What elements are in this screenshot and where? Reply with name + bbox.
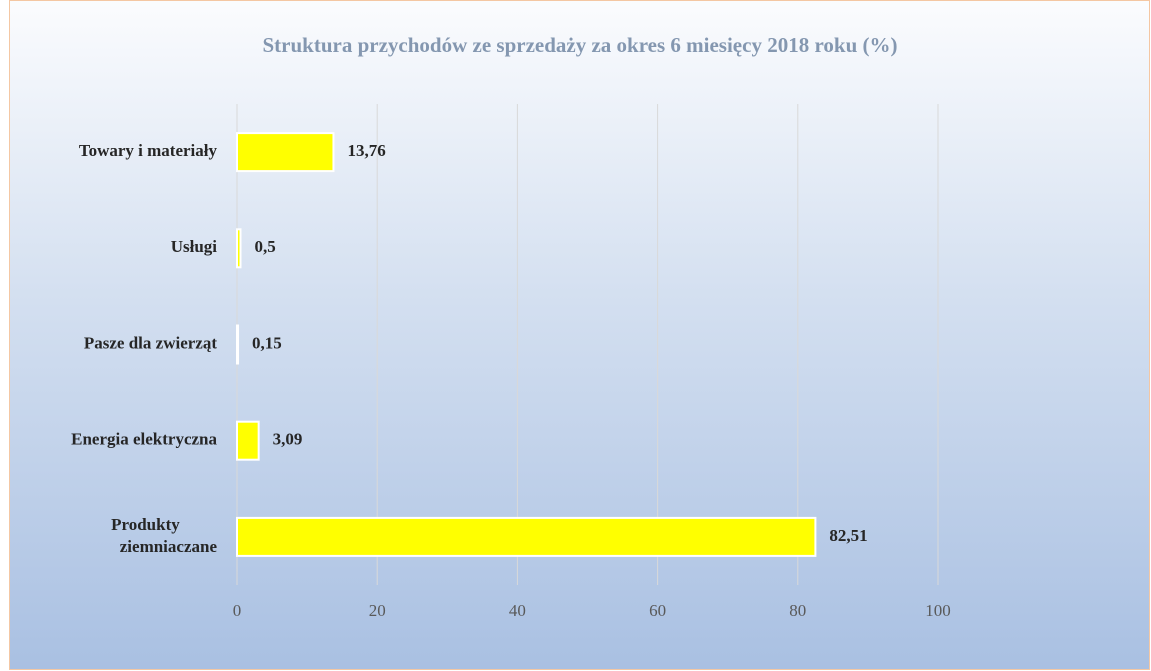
chart-background (9, 0, 1150, 670)
data-label: 82,51 (829, 526, 867, 545)
bar (236, 132, 335, 173)
data-label: 13,76 (347, 141, 385, 160)
y-tick-label: Energia elektryczna (71, 430, 217, 449)
data-label: 0,15 (252, 333, 282, 352)
data-label: 3,09 (273, 430, 303, 449)
x-tick-label: 40 (509, 601, 526, 620)
chart-title: Struktura przychodów ze sprzedaży za okr… (263, 33, 898, 57)
y-tick-label: Pasze dla zwierząt (84, 333, 217, 352)
x-tick-label: 20 (369, 601, 386, 620)
bar (236, 324, 240, 365)
x-tick-label: 60 (649, 601, 666, 620)
y-tick-label: Towary i materiały (79, 141, 218, 160)
x-tick-label: 0 (233, 601, 242, 620)
y-tick-label: Produkty ziemniaczane (111, 515, 217, 556)
y-tick-label: Usługi (171, 237, 218, 256)
bar (236, 420, 260, 461)
x-tick-label: 100 (925, 601, 951, 620)
bar (236, 516, 817, 557)
bar (236, 228, 242, 269)
data-label: 0,5 (255, 237, 276, 256)
x-tick-label: 80 (789, 601, 806, 620)
